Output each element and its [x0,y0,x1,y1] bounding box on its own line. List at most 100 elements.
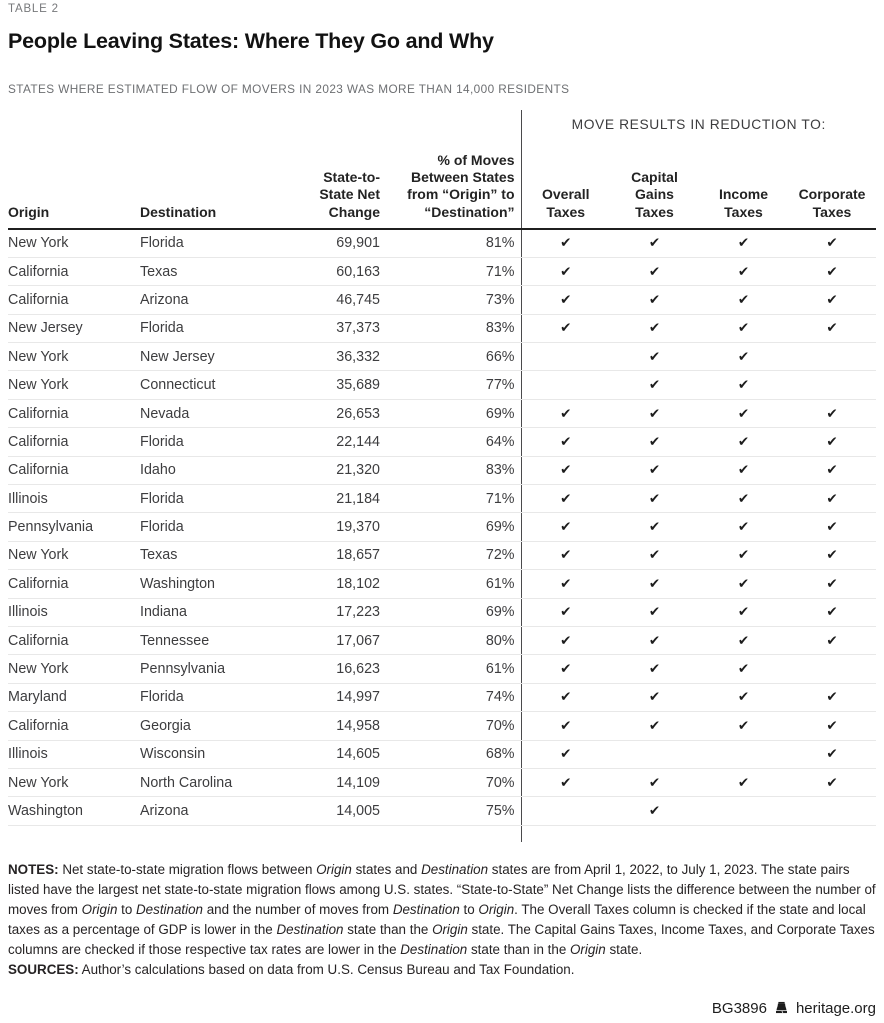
checkmark-icon: ✔ [520,484,610,514]
checkmark-icon: ✔ [610,626,699,656]
checkmark-icon: ✔ [788,768,877,798]
table-row: New York Texas 18,657 72% ✔ ✔ ✔ ✔ [8,541,877,571]
column-divider-extension [521,825,522,842]
cell-destination: Georgia [140,711,290,741]
checkmark-icon: ✔ [520,285,610,315]
notes-italic-term: Destination [392,901,460,917]
checkmark-icon: ✔ [520,626,610,656]
cell-net-change: 21,184 [290,484,380,514]
checkmark-icon: ✔ [610,683,699,713]
table-row: New Jersey Florida 37,373 83% ✔ ✔ ✔ ✔ [8,314,877,344]
cell-pct-moves: 70% [380,711,521,741]
cell-net-change: 14,605 [290,740,380,769]
checkmark-icon: ✔ [699,229,788,258]
page-subtitle: STATES WHERE ESTIMATED FLOW OF MOVERS IN… [8,82,570,96]
checkmark-icon: ✔ [699,456,788,486]
checkmark-icon: ✔ [699,399,788,429]
checkmark-icon: ✔ [520,257,610,287]
checkmark-icon: ✔ [520,456,610,486]
footer: BG3896 heritage.org [712,1000,876,1017]
check-empty-cell [520,796,610,826]
cell-net-change: 69,901 [290,229,380,258]
checkmark-icon: ✔ [520,229,610,258]
cell-origin: New York [8,229,140,258]
sources-paragraph: SOURCES: Author’s calculations based on … [8,960,876,980]
checkmark-icon: ✔ [520,399,610,429]
cell-origin: New York [8,370,140,400]
check-empty-cell [520,370,610,400]
checkmark-icon: ✔ [699,512,788,542]
cell-destination: Idaho [140,456,290,486]
checkmark-icon: ✔ [699,257,788,287]
table-row: California Nevada 26,653 69% ✔ ✔ ✔ ✔ [8,399,877,429]
checkmark-icon: ✔ [610,399,699,429]
notes-label: NOTES: [8,861,59,877]
checkmark-icon: ✔ [788,598,877,627]
group-header-row: MOVE RESULTS IN REDUCTION TO: [8,110,877,146]
table-row: New York New Jersey 36,332 66% ✔ ✔ [8,342,877,372]
notes-paragraph: NOTES: Net state-to-state migration flow… [8,860,876,960]
checkmark-icon: ✔ [788,541,877,571]
notes-italic-term: Origin [432,921,468,937]
checkmark-icon: ✔ [520,541,610,571]
migration-table: MOVE RESULTS IN REDUCTION TO: Origin Des… [8,110,877,826]
cell-net-change: 37,373 [290,314,380,344]
cell-destination: Florida [140,314,290,344]
table-row: New York North Carolina 14,109 70% ✔ ✔ ✔ ✔ [8,768,877,798]
checkmark-icon: ✔ [610,342,699,372]
cell-destination: Tennessee [140,626,290,656]
notes-italic-term: Destination [276,921,344,937]
cell-net-change: 17,223 [290,598,380,627]
checkmark-icon: ✔ [520,512,610,542]
checkmark-icon: ✔ [788,456,877,486]
checkmark-icon: ✔ [699,598,788,627]
table-row: Illinois Indiana 17,223 69% ✔ ✔ ✔ ✔ [8,598,877,627]
cell-destination: Arizona [140,285,290,315]
cell-origin: California [8,399,140,429]
notes-text: Net state-to-state migration flows betwe… [58,861,317,877]
checkmark-icon: ✔ [610,796,699,826]
check-empty-cell [699,796,788,826]
check-empty-cell [788,370,877,400]
cell-pct-moves: 69% [380,399,521,429]
check-empty-cell [699,740,788,769]
col-header-overall-taxes: Overall Taxes [520,146,610,230]
table-row: California Florida 22,144 64% ✔ ✔ ✔ ✔ [8,427,877,457]
cell-destination: Arizona [140,796,290,826]
table-row: Illinois Florida 21,184 71% ✔ ✔ ✔ ✔ [8,484,877,514]
table-row: Washington Arizona 14,005 75% ✔ [8,796,877,826]
cell-origin: Illinois [8,484,140,514]
checkmark-icon: ✔ [610,456,699,486]
cell-pct-moves: 83% [380,456,521,486]
cell-pct-moves: 68% [380,740,521,769]
col-header-income-taxes: Income Taxes [699,146,788,230]
checkmark-icon: ✔ [699,683,788,713]
checkmark-icon: ✔ [699,654,788,684]
checkmark-icon: ✔ [788,626,877,656]
cell-net-change: 18,102 [290,569,380,599]
checkmark-icon: ✔ [610,654,699,684]
cell-destination: Connecticut [140,370,290,400]
column-header-row: Origin Destination State-to- State Net C… [8,146,877,230]
cell-origin: California [8,427,140,457]
cell-pct-moves: 77% [380,370,521,400]
checkmark-icon: ✔ [788,427,877,457]
cell-pct-moves: 80% [380,626,521,656]
sources-text: Author’s calculations based on data from… [78,961,575,977]
checkmark-icon: ✔ [788,229,877,258]
checkmark-icon: ✔ [788,740,877,769]
table-row: California Arizona 46,745 73% ✔ ✔ ✔ ✔ [8,285,877,315]
checkmark-icon: ✔ [699,342,788,372]
table-row: Maryland Florida 14,997 74% ✔ ✔ ✔ ✔ [8,683,877,713]
liberty-bell-icon [775,1001,787,1014]
checkmark-icon: ✔ [699,285,788,315]
cell-origin: Pennsylvania [8,512,140,542]
check-empty-cell [610,740,699,769]
cell-destination: Florida [140,484,290,514]
checkmark-icon: ✔ [610,541,699,571]
cell-pct-moves: 70% [380,768,521,798]
cell-net-change: 46,745 [290,285,380,315]
table-row: New York Connecticut 35,689 77% ✔ ✔ [8,370,877,400]
table-row: California Idaho 21,320 83% ✔ ✔ ✔ ✔ [8,456,877,486]
page-title: People Leaving States: Where They Go and… [8,29,494,53]
